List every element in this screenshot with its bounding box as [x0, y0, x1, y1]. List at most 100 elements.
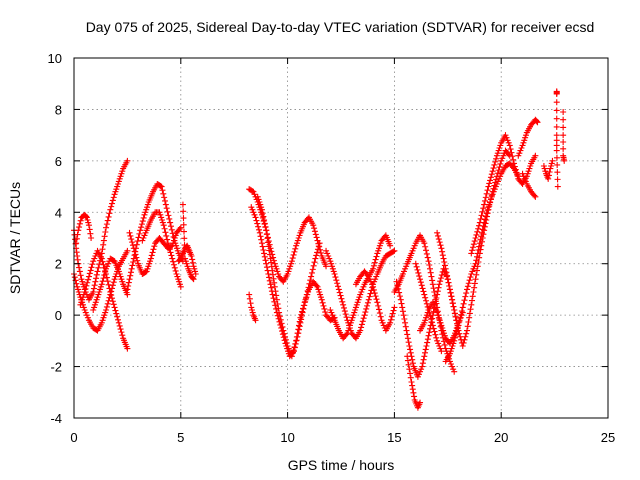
- data-point: [102, 309, 109, 316]
- data-point: [549, 157, 556, 164]
- data-point: [366, 276, 373, 283]
- data-point: [430, 325, 437, 332]
- data-point: [92, 299, 99, 306]
- data-point: [260, 247, 267, 253]
- data-point: [189, 256, 196, 263]
- data-point: [312, 255, 319, 262]
- data-point: [452, 334, 459, 341]
- data-point: [113, 310, 120, 317]
- data-point: [434, 312, 441, 319]
- data-point: [163, 232, 170, 239]
- data-point: [432, 296, 439, 303]
- data-point: [125, 279, 132, 286]
- data-point: [98, 319, 105, 326]
- data-point: [103, 307, 110, 313]
- data-point: [423, 250, 430, 257]
- data-point: [388, 313, 395, 320]
- data-point: [387, 316, 394, 323]
- data-point: [175, 276, 182, 283]
- data-point: [323, 247, 330, 254]
- data-point: [354, 299, 361, 306]
- data-point: [169, 255, 176, 262]
- data-point: [451, 310, 458, 317]
- data-point: [170, 240, 177, 247]
- data-point: [444, 276, 451, 283]
- data-point: [251, 191, 258, 198]
- data-point: [396, 293, 403, 300]
- data-point: [91, 282, 98, 289]
- data-point: [159, 219, 166, 226]
- data-point: [344, 330, 351, 337]
- data-point: [560, 132, 567, 139]
- data-point: [494, 178, 501, 185]
- data-point: [449, 300, 456, 307]
- data-point: [401, 316, 408, 322]
- data-point: [304, 291, 311, 298]
- data-point: [534, 119, 541, 126]
- data-point: [525, 168, 532, 175]
- data-point: [129, 239, 136, 246]
- data-point: [343, 331, 350, 338]
- data-point: [263, 231, 270, 238]
- data-point: [112, 273, 119, 280]
- data-point: [119, 278, 126, 285]
- data-point: [255, 196, 262, 203]
- data-point: [487, 196, 494, 203]
- data-point: [415, 269, 422, 276]
- data-point: [414, 266, 421, 273]
- data-point: [84, 314, 91, 321]
- data-point: [428, 273, 435, 280]
- data-point: [522, 178, 529, 185]
- data-point: [288, 260, 295, 267]
- data-point: [166, 215, 173, 222]
- data-point: [128, 236, 135, 243]
- data-point: [548, 160, 555, 167]
- data-point: [474, 228, 481, 235]
- data-point: [272, 288, 279, 295]
- data-point: [117, 273, 124, 280]
- data-point: [357, 327, 364, 334]
- data-point: [158, 214, 165, 221]
- data-point: [402, 319, 409, 326]
- data-point: [308, 269, 315, 276]
- data-point: [521, 137, 528, 144]
- data-point: [156, 209, 163, 216]
- data-point: [461, 336, 468, 343]
- data-point: [90, 258, 97, 265]
- data-point: [513, 169, 520, 176]
- data-point: [419, 285, 426, 292]
- data-point: [188, 253, 195, 259]
- data-point: [260, 213, 267, 220]
- data-point: [315, 286, 322, 293]
- data-point: [338, 295, 345, 302]
- data-point: [130, 259, 137, 265]
- data-point: [411, 242, 418, 249]
- data-point: [106, 285, 113, 292]
- data-point: [325, 253, 332, 259]
- data-point: [100, 261, 107, 268]
- data-point: [451, 368, 458, 375]
- data-point: [329, 312, 336, 319]
- data-point: [427, 265, 433, 272]
- data-point: [299, 308, 306, 315]
- data-point: [424, 254, 431, 261]
- x-tick-label: 25: [601, 430, 615, 445]
- data-point: [115, 268, 122, 275]
- data-point: [365, 296, 372, 303]
- data-point: [266, 277, 273, 284]
- data-point: [302, 296, 309, 303]
- data-point: [465, 280, 472, 287]
- data-point: [259, 243, 266, 250]
- data-point: [545, 175, 552, 182]
- data-point: [373, 273, 380, 280]
- data-point: [505, 139, 512, 146]
- data-point: [459, 343, 466, 349]
- data-point: [111, 276, 118, 283]
- plot-frame: [73, 57, 609, 419]
- data-point: [518, 145, 525, 151]
- data-point: [182, 258, 189, 265]
- data-point: [144, 204, 151, 211]
- data-point: [390, 248, 397, 255]
- data-point: [421, 240, 428, 247]
- data-point: [107, 206, 114, 213]
